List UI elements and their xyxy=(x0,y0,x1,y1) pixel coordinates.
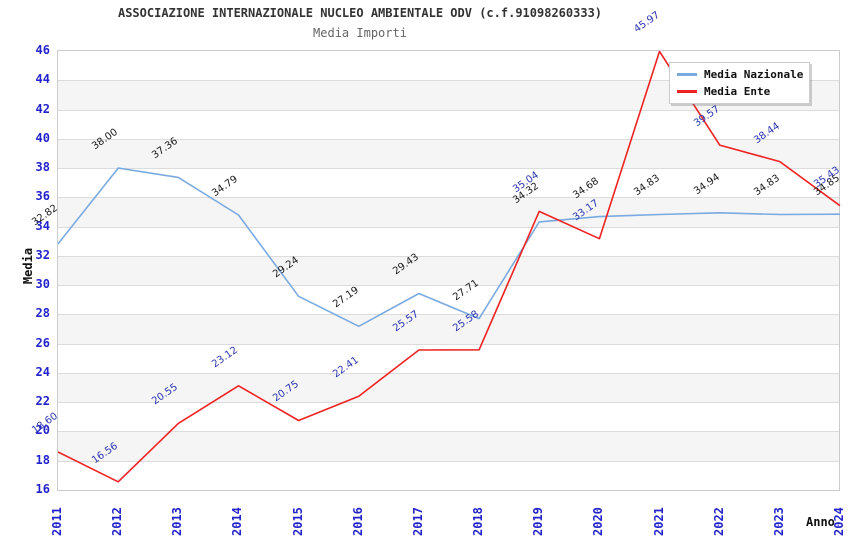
legend-label: Media Nazionale xyxy=(704,68,804,81)
y-tick-label: 32 xyxy=(35,247,50,262)
y-tick-label: 28 xyxy=(35,306,50,321)
y-tick-label: 46 xyxy=(35,43,50,57)
y-tick-label: 40 xyxy=(35,130,50,145)
y-tick-label: 36 xyxy=(35,189,50,204)
plot-band xyxy=(58,285,839,315)
x-tick-label: 2016 xyxy=(350,507,365,536)
plot-band xyxy=(58,431,839,461)
x-tick-label: 2020 xyxy=(591,507,606,536)
chart-title: ASSOCIAZIONE INTERNAZIONALE NUCLEO AMBIE… xyxy=(117,6,603,20)
gridline xyxy=(58,285,839,287)
gridline xyxy=(58,109,839,111)
x-tick-label: 2013 xyxy=(170,507,185,536)
gridline xyxy=(58,197,839,199)
legend-label: Media Ente xyxy=(704,85,771,98)
y-tick-label: 42 xyxy=(35,101,50,116)
plot-band xyxy=(58,343,839,373)
plot-band xyxy=(58,460,839,490)
gridline xyxy=(58,372,839,374)
x-axis-title: Anno xyxy=(806,515,835,529)
legend-box: Media Nazionale Media Ente xyxy=(669,62,810,104)
y-tick-label: 26 xyxy=(35,335,50,350)
x-tick-label: 2015 xyxy=(290,507,305,536)
y-tick-label: 22 xyxy=(35,394,50,409)
gridline xyxy=(58,80,839,82)
x-tick-label: 2021 xyxy=(651,507,666,536)
plot-band xyxy=(58,197,839,227)
gridline xyxy=(58,402,839,404)
y-tick-label: 44 xyxy=(35,72,50,87)
plot-band xyxy=(58,255,839,286)
x-tick-label: 2024 xyxy=(832,507,846,536)
y-tick-label: 16 xyxy=(35,482,50,496)
gridline xyxy=(58,431,839,433)
x-tick-label: 2022 xyxy=(711,507,726,536)
x-tick-label: 2012 xyxy=(110,507,125,536)
gridline xyxy=(58,226,839,228)
chart-subtitle: Media Importi xyxy=(313,26,407,40)
gridline xyxy=(58,460,839,462)
plot-band xyxy=(58,138,839,169)
x-tick-label: 2011 xyxy=(50,507,64,536)
y-tick-label: 38 xyxy=(35,160,50,175)
gridline xyxy=(58,168,839,170)
y-tick-label: 18 xyxy=(35,452,50,467)
legend-line-swatch-icon xyxy=(677,73,697,76)
y-tick-label: 20 xyxy=(35,423,50,438)
line-media-ente xyxy=(58,51,841,483)
legend-item-media-ente: Media Ente xyxy=(677,85,802,98)
gridline xyxy=(58,314,839,316)
plot-band xyxy=(58,109,839,139)
plot-band xyxy=(58,314,839,344)
plot-area xyxy=(57,50,841,491)
chart-lines xyxy=(58,51,841,483)
gridline xyxy=(58,138,839,140)
y-tick-label: 34 xyxy=(35,218,50,233)
y-tick-label: 30 xyxy=(35,277,50,292)
x-tick-label: 2014 xyxy=(230,507,245,536)
plot-band xyxy=(58,226,839,256)
legend-item-media-nazionale: Media Nazionale xyxy=(677,68,804,81)
gridline xyxy=(58,343,839,345)
line-media-nazionale xyxy=(58,167,841,328)
gridline xyxy=(58,255,839,257)
x-tick-label: 2017 xyxy=(410,507,425,536)
plot-band xyxy=(58,372,839,403)
x-tick-label: 2023 xyxy=(771,507,786,536)
x-tick-label: 2018 xyxy=(471,507,486,536)
x-tick-label: 2019 xyxy=(531,507,546,536)
legend-line-swatch-icon xyxy=(677,90,697,93)
y-tick-label: 24 xyxy=(35,364,50,379)
